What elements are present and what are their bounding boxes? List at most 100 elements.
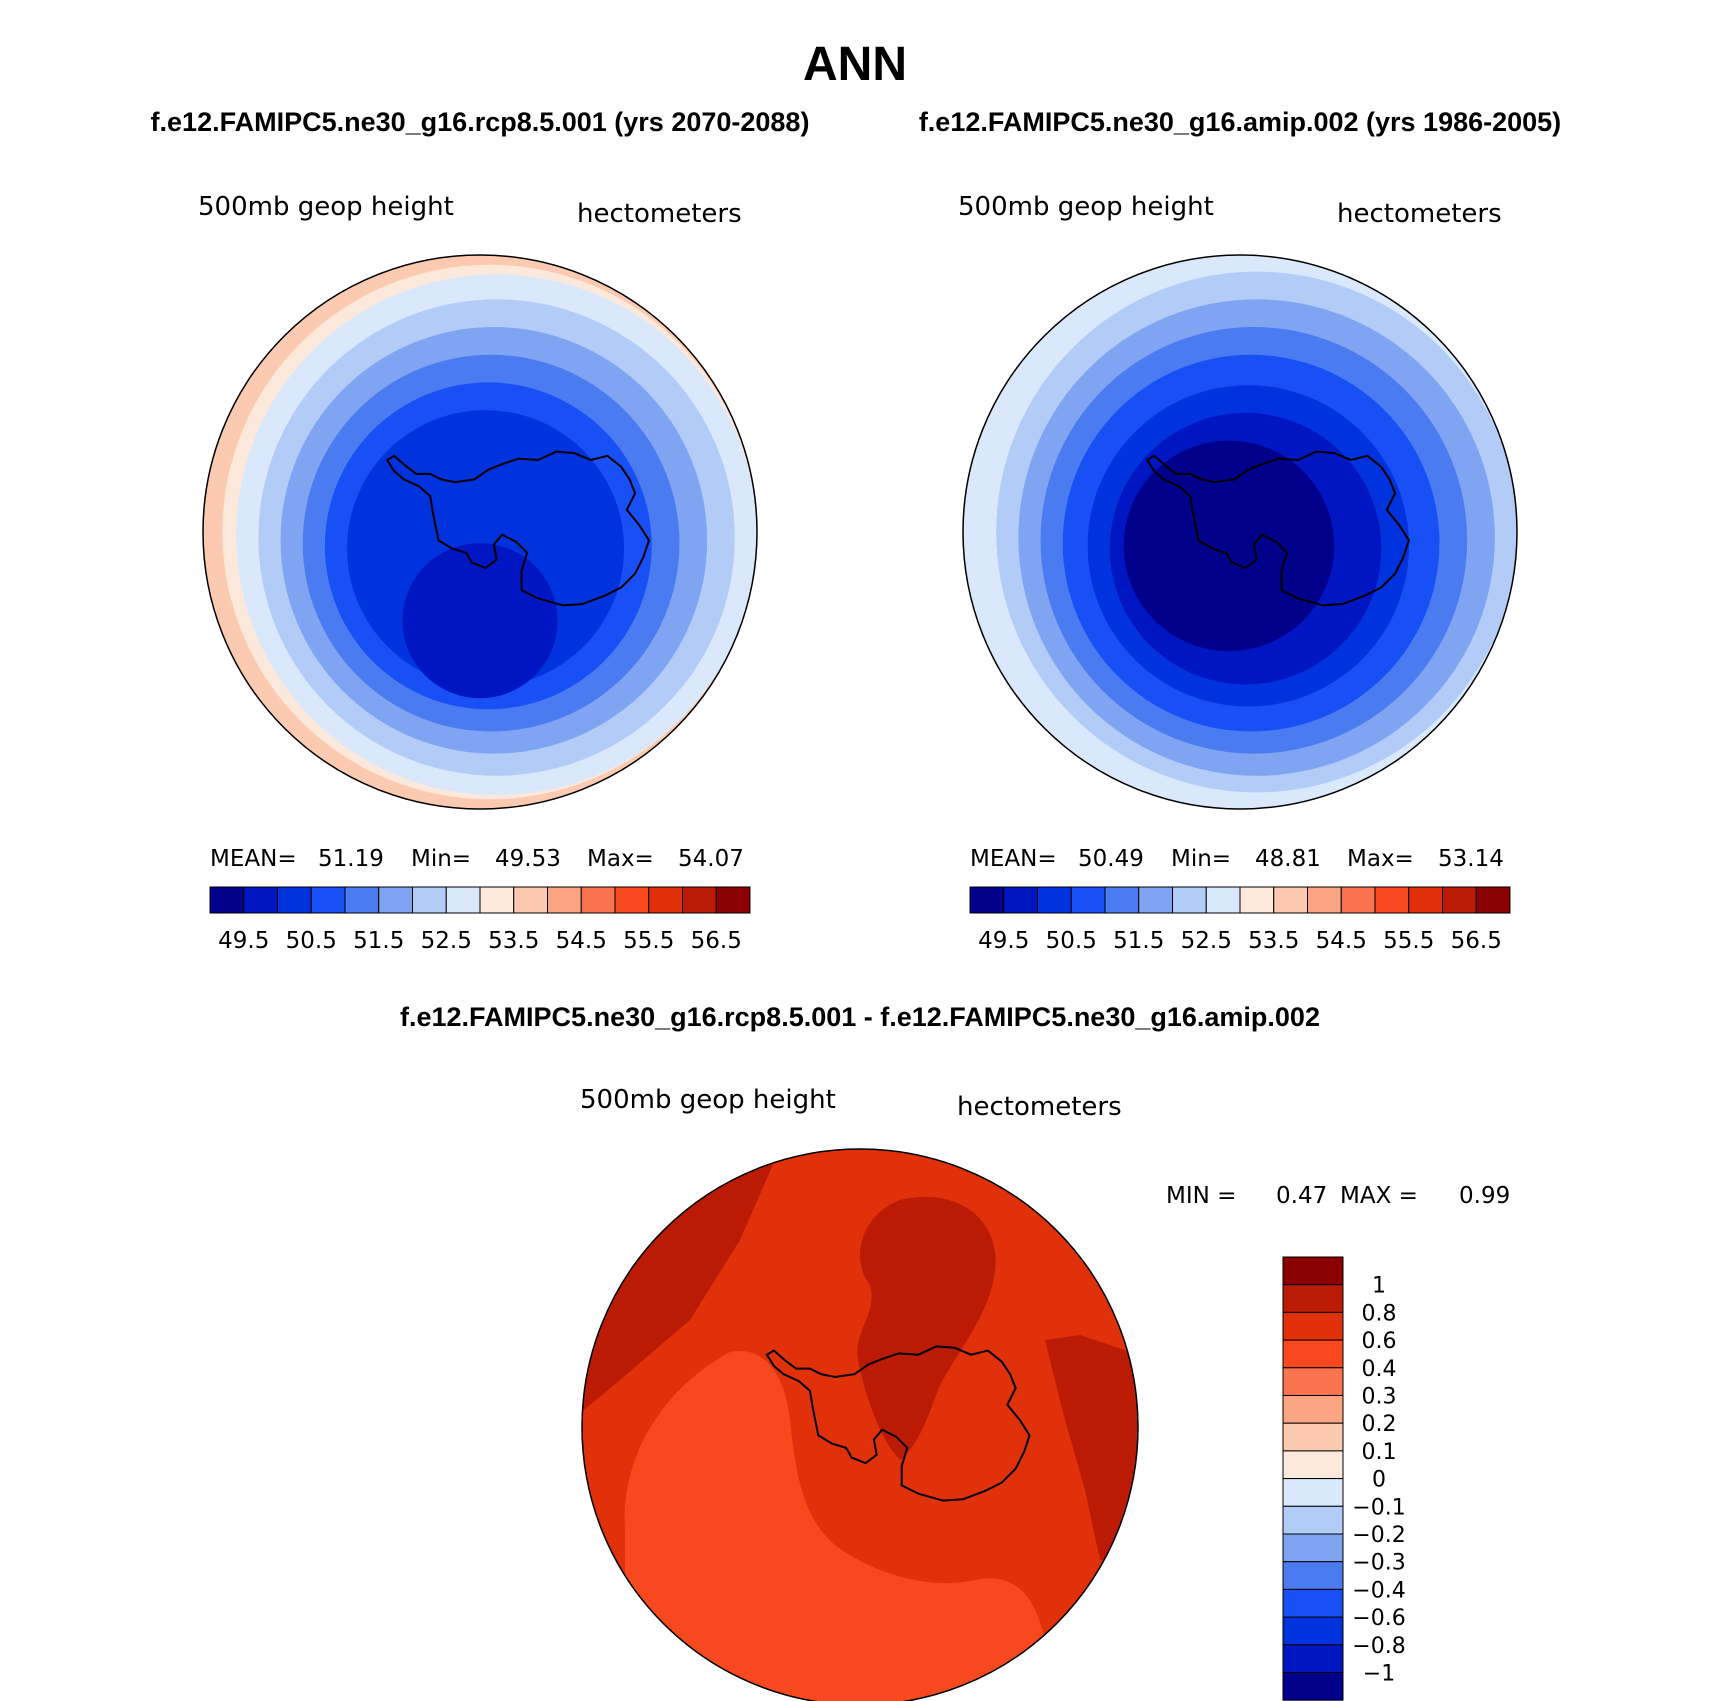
panel-rcp85-colorbar-swatch	[648, 886, 683, 914]
panel-rcp85-units: hectometers	[577, 199, 742, 229]
panel-diff-colorbar-swatch	[1282, 1339, 1344, 1369]
panel-rcp85-colorbar-tick-label: 55.5	[623, 928, 674, 954]
panel-amip-colorbar-tick-label: 54.5	[1316, 928, 1367, 954]
panel-rcp85-min-value: 49.53	[495, 846, 561, 872]
panel-rcp85-colorbar-swatch	[344, 886, 380, 914]
panel-amip-mean-value: 50.49	[1078, 846, 1144, 872]
panel-diff-max-value: 0.99	[1459, 1183, 1510, 1209]
panel-rcp85-colorbar-swatch	[277, 886, 312, 914]
panel-rcp85-colorbar-swatch	[580, 886, 616, 914]
diff-region-dark-center	[857, 1196, 996, 1460]
panel-rcp85-colorbar: 49.5 50.5 51.5 52.5 53.5 54.5 55.5 56.5	[209, 886, 751, 954]
panel-rcp85-colorbar-tick-label: 50.5	[286, 928, 337, 954]
panel-amip-colorbar-swatch	[1205, 886, 1241, 914]
panel-rcp85-colorbar-swatch	[243, 886, 278, 914]
panel-amip-colorbar: 49.5 50.5 51.5 52.5 53.5 54.5 55.5 56.5	[969, 886, 1511, 954]
panel-rcp85-colorbar-swatch	[378, 886, 413, 914]
main-title: ANN	[803, 38, 907, 91]
panel-diff-colorbar-tick-label: 0.4	[1362, 1357, 1397, 1382]
panel-amip-colorbar-swatch	[1374, 886, 1410, 914]
panel-amip-colorbar-tick-label: 49.5	[978, 928, 1029, 954]
panel-diff-colorbar-swatch	[1282, 1561, 1344, 1590]
panel-rcp85-map	[203, 255, 757, 809]
panel-rcp85-max-value: 54.07	[678, 846, 744, 872]
panel-diff-variable: 500mb geop height	[580, 1085, 836, 1115]
panel-amip-colorbar-tick-label: 51.5	[1113, 928, 1164, 954]
diff-region-light-lower-left	[624, 1350, 1048, 1701]
panel-diff-colorbar-tick-label: −0.2	[1352, 1523, 1405, 1548]
panel-diff-colorbar-tick-label: 0.2	[1362, 1412, 1397, 1437]
panel-amip-min-value: 48.81	[1255, 846, 1321, 872]
panel-amip-colorbar-swatch	[1408, 886, 1443, 914]
panel-amip-units: hectometers	[1337, 199, 1502, 229]
panel-amip-colorbar-tick-label: 56.5	[1451, 928, 1502, 954]
panel-rcp85-min-label: Min=	[411, 846, 471, 872]
panel-rcp85-colorbar-swatch	[614, 886, 650, 914]
panel-amip-variable: 500mb geop height	[958, 192, 1214, 222]
panel-amip-colorbar-swatch	[1340, 886, 1376, 914]
panel-diff-colorbar-tick-label: 0.6	[1362, 1329, 1397, 1354]
panel-rcp85-colorbar-swatch	[209, 886, 245, 914]
panel-amip-colorbar-swatch	[1003, 886, 1038, 914]
panel-diff-colorbar-swatch	[1282, 1450, 1344, 1480]
panel-amip-subtitle: f.e12.FAMIPC5.ne30_g16.amip.002 (yrs 198…	[919, 107, 1561, 137]
panel-rcp85-colorbar-tick-label: 52.5	[421, 928, 472, 954]
panel-amip-colorbar-tick-label: 50.5	[1046, 928, 1097, 954]
panel-diff-colorbar-swatch	[1282, 1672, 1344, 1701]
panel-rcp85-mean-value: 51.19	[318, 846, 384, 872]
panel-amip-colorbar-swatch	[1239, 886, 1275, 914]
panel-diff-colorbar-swatch	[1282, 1533, 1344, 1563]
panel-diff-colorbar-tick-label: −0.6	[1352, 1606, 1405, 1631]
panel-rcp85-colorbar-swatch	[479, 886, 515, 914]
panel-amip-min-label: Min=	[1171, 846, 1231, 872]
panel-diff-units: hectometers	[957, 1092, 1122, 1122]
panel-diff-colorbar-tick-label: 0.3	[1362, 1385, 1397, 1410]
panel-diff-colorbar-swatch	[1282, 1367, 1344, 1397]
panel-rcp85-colorbar-swatch	[547, 886, 582, 914]
panel-amip-colorbar-swatch	[969, 886, 1005, 914]
panel-diff-colorbar-swatch	[1282, 1505, 1344, 1535]
panel-amip-max-value: 53.14	[1438, 846, 1504, 872]
panel-diff-max-label: MAX =	[1340, 1183, 1418, 1209]
panel-diff-colorbar-swatch	[1282, 1616, 1344, 1646]
panel-amip-stats: MEAN= 50.49 Min= 48.81 Max= 53.14	[970, 846, 1504, 872]
panel-amip-colorbar-swatch	[1104, 886, 1140, 914]
panel-diff-colorbar: 10.8 0.6 0.4 0.30.2 0.1 0−0.1 −0.2 −0.3−0.4 −0.6…	[1282, 1256, 1406, 1701]
panel-amip-colorbar-swatch	[1442, 886, 1477, 914]
panel-rcp85-colorbar-swatch	[445, 886, 481, 914]
panel-diff-map-border	[581, 1148, 1139, 1701]
panel-rcp85-subtitle: f.e12.FAMIPC5.ne30_g16.rcp8.5.001 (yrs 2…	[151, 107, 810, 137]
panel-diff-map	[582, 1149, 1138, 1701]
panel-amip-colorbar-tick-label: 53.5	[1248, 928, 1299, 954]
panel-amip-colorbar-swatch	[1475, 886, 1511, 914]
panel-diff-colorbar-tick-label: 0.8	[1362, 1301, 1397, 1326]
panel-amip-contour-7	[1123, 440, 1335, 652]
panel-rcp85-colorbar-swatch	[412, 886, 447, 914]
panel-rcp85-stats: MEAN= 51.19 Min= 49.53 Max= 54.07	[210, 846, 744, 872]
panel-amip-colorbar-swatch	[1273, 886, 1308, 914]
panel-diff-colorbar-swatch	[1282, 1311, 1344, 1341]
panel-rcp85-mean-label: MEAN=	[210, 846, 297, 872]
panel-diff-colorbar-tick-label: 1	[1372, 1274, 1386, 1299]
panel-diff-colorbar-swatch	[1282, 1478, 1344, 1507]
panel-rcp85-max-label: Max=	[587, 846, 654, 872]
panel-amip-colorbar-swatch	[1070, 886, 1106, 914]
panel-diff-subtitle: f.e12.FAMIPC5.ne30_g16.rcp8.5.001 - f.e1…	[400, 1002, 1320, 1032]
panel-amip-map-border	[962, 254, 1518, 810]
panel-rcp85-variable: 500mb geop height	[198, 192, 454, 222]
panel-amip-colorbar-swatch	[1138, 886, 1173, 914]
panel-rcp85-colorbar-tick-label: 53.5	[488, 928, 539, 954]
panel-amip-colorbar-swatch	[1037, 886, 1072, 914]
panel-amip-colorbar-tick-label: 52.5	[1181, 928, 1232, 954]
panel-diff-colorbar-tick-label: −0.4	[1352, 1578, 1405, 1603]
panel-rcp85-contour-8	[402, 543, 558, 699]
panel-diff-colorbar-tick-label: 0	[1372, 1468, 1386, 1493]
panel-diff-colorbar-tick-label: −1	[1363, 1662, 1395, 1687]
panel-rcp85-map-border	[202, 254, 758, 810]
panel-diff-colorbar-swatch	[1282, 1644, 1344, 1674]
panel-rcp85-colorbar-tick-label: 54.5	[556, 928, 607, 954]
panel-diff-colorbar-swatch	[1282, 1256, 1344, 1286]
panel-rcp85-colorbar-tick-label: 56.5	[691, 928, 742, 954]
panel-amip-colorbar-swatch	[1172, 886, 1207, 914]
